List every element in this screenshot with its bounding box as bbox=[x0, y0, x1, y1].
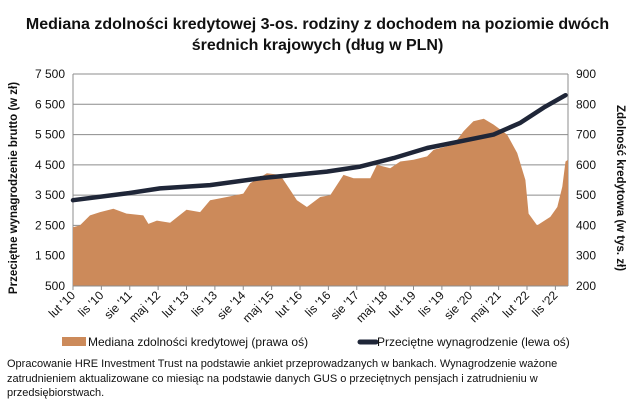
line-series-wage bbox=[70, 92, 568, 203]
left-tick-label: 7 500 bbox=[35, 67, 65, 81]
legend-label-credit-capacity: Mediana zdolności kredytowej (prawa oś) bbox=[88, 335, 308, 349]
x-tick-label: lut '19 bbox=[386, 288, 419, 321]
x-tick-label: lis '22 bbox=[529, 288, 561, 320]
left-axis-title: Przeciętne wynagrodzenie brutto (w zł) bbox=[8, 82, 20, 294]
right-tick-label: 900 bbox=[576, 67, 596, 81]
x-tick-label: lut '22 bbox=[500, 288, 533, 321]
left-tick-label: 4 500 bbox=[35, 158, 65, 172]
right-tick-label: 700 bbox=[576, 128, 596, 142]
left-tick-label: 2 500 bbox=[35, 218, 65, 232]
right-tick-label: 800 bbox=[576, 97, 596, 111]
x-tick-label: lis '10 bbox=[75, 288, 107, 320]
area-series-credit-capacity bbox=[73, 118, 568, 286]
x-tick-label: lut '16 bbox=[273, 288, 306, 321]
left-tick-label: 5 500 bbox=[35, 128, 65, 142]
chart-title: Mediana zdolności kredytowej 3-os. rodzi… bbox=[25, 16, 610, 54]
x-tick-label: maj '12 bbox=[126, 288, 163, 325]
left-tick-label: 500 bbox=[45, 279, 65, 293]
x-tick-label: maj '21 bbox=[467, 288, 504, 325]
left-tick-label: 6 500 bbox=[35, 97, 65, 111]
x-tick-label: lut '13 bbox=[159, 288, 192, 321]
x-tick-label: maj '15 bbox=[240, 288, 277, 325]
left-tick-label: 1 500 bbox=[35, 249, 65, 263]
right-axis-title: Zdolność kredytowa (w tys. zł) bbox=[614, 105, 626, 271]
right-tick-label: 200 bbox=[576, 279, 596, 293]
chart-footnote: Opracowanie HRE Investment Trust na pods… bbox=[7, 358, 558, 399]
right-tick-label: 400 bbox=[576, 218, 596, 232]
right-tick-label: 500 bbox=[576, 188, 596, 202]
x-tick-label: maj '18 bbox=[353, 288, 390, 325]
right-tick-label: 300 bbox=[576, 249, 596, 263]
legend-swatch-credit-capacity bbox=[62, 337, 86, 346]
right-tick-label: 600 bbox=[576, 158, 596, 172]
left-tick-label: 3 500 bbox=[35, 188, 65, 202]
legend-label-wage: Przeciętne wynagrodzenie (lewa oś) bbox=[377, 335, 570, 349]
